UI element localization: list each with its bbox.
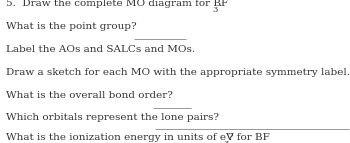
Text: What is the ionization energy in units of eV for BF: What is the ionization energy in units o… (6, 133, 270, 142)
Text: Label the AOs and SALCs and MOs.: Label the AOs and SALCs and MOs. (6, 45, 195, 54)
Text: Draw a sketch for each MO with the appropriate symmetry label.: Draw a sketch for each MO with the appro… (6, 68, 350, 77)
Text: 3: 3 (213, 6, 218, 14)
Text: What is the overall bond order?: What is the overall bond order? (6, 91, 173, 100)
Text: 3: 3 (223, 140, 228, 143)
Text: ?: ? (228, 133, 233, 142)
Text: Which orbitals represent the lone pairs?: Which orbitals represent the lone pairs? (6, 113, 219, 122)
Text: .: . (218, 0, 221, 8)
Text: What is the point group?: What is the point group? (6, 22, 137, 31)
Text: 5.  Draw the complete MO diagram for BF: 5. Draw the complete MO diagram for BF (6, 0, 229, 8)
